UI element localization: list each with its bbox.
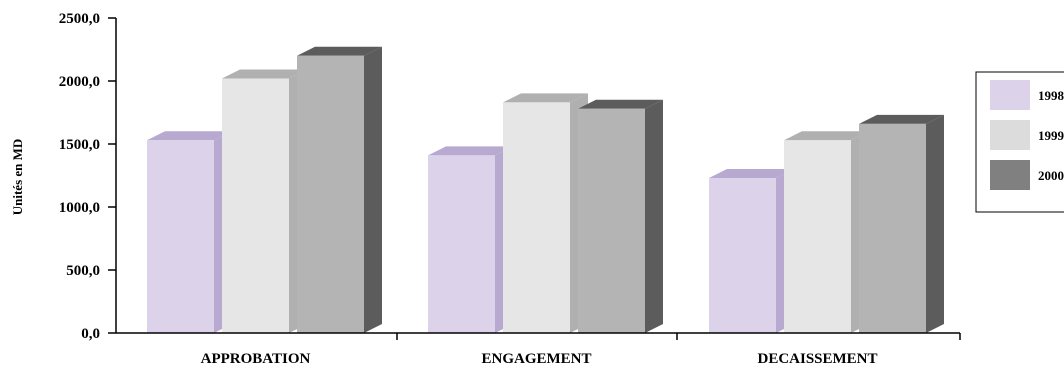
y-tick-label: 1500,0 bbox=[59, 137, 100, 153]
bar-top bbox=[147, 131, 232, 141]
bar-1999-decaissement bbox=[784, 131, 869, 333]
legend-swatch-2000 bbox=[990, 160, 1030, 190]
axes-layer bbox=[115, 18, 961, 340]
bar-front bbox=[709, 178, 776, 333]
y-tick-label: 1000,0 bbox=[59, 200, 100, 216]
bar-top bbox=[709, 169, 794, 179]
bar-2000-engagement bbox=[578, 99, 663, 333]
bar-front bbox=[297, 55, 364, 334]
bar-top bbox=[297, 46, 382, 56]
y-tick-label: 2500,0 bbox=[59, 11, 100, 27]
category-labels: APPROBATION ENGAGEMENT DECAISSEMENT bbox=[201, 351, 878, 367]
bar-top bbox=[222, 69, 307, 79]
y-tick-label: 500,0 bbox=[66, 263, 100, 279]
category-label: APPROBATION bbox=[201, 351, 311, 367]
legend-swatch-1999 bbox=[990, 120, 1030, 150]
y-ticks: 0,0 500,0 1000,0 1500,0 2000,0 2500,0 bbox=[59, 11, 116, 342]
bar-2000-approbation bbox=[297, 46, 382, 334]
legend-label-1999: 1999 bbox=[1038, 128, 1064, 143]
bar-front bbox=[578, 108, 645, 333]
bar-2000-decaissement bbox=[859, 114, 944, 333]
bar-top bbox=[503, 93, 588, 103]
bar-front bbox=[859, 123, 926, 333]
legend: 1998 1999 2000 bbox=[975, 71, 1064, 213]
bar-top bbox=[578, 99, 663, 109]
category-label: ENGAGEMENT bbox=[481, 351, 591, 367]
bar-front bbox=[784, 140, 851, 333]
bar-top bbox=[859, 114, 944, 124]
bar-front bbox=[222, 78, 289, 333]
bar-side bbox=[645, 99, 663, 333]
bar-side bbox=[926, 114, 944, 333]
bar-1998-decaissement bbox=[709, 169, 794, 333]
legend-label-2000: 2000 bbox=[1038, 168, 1064, 183]
bar-1998-engagement bbox=[428, 146, 513, 333]
bar-top bbox=[428, 146, 513, 156]
bar-front bbox=[428, 155, 495, 333]
y-tick-label: 2000,0 bbox=[59, 74, 100, 90]
legend-swatch-1998 bbox=[990, 80, 1030, 110]
bar-front bbox=[147, 140, 214, 333]
y-tick-label: 0,0 bbox=[81, 326, 100, 342]
bar-1998-approbation bbox=[147, 131, 232, 333]
legend-label-1998: 1998 bbox=[1038, 88, 1064, 103]
bar-1999-approbation bbox=[222, 69, 307, 333]
bar-top bbox=[784, 131, 869, 141]
y-axis-title: Unités en MD bbox=[10, 139, 25, 216]
bar-side bbox=[364, 46, 382, 334]
bar-front bbox=[503, 102, 570, 333]
bar-1999-engagement bbox=[503, 93, 588, 333]
bars-layer bbox=[147, 46, 944, 334]
category-label: DECAISSEMENT bbox=[757, 351, 877, 367]
